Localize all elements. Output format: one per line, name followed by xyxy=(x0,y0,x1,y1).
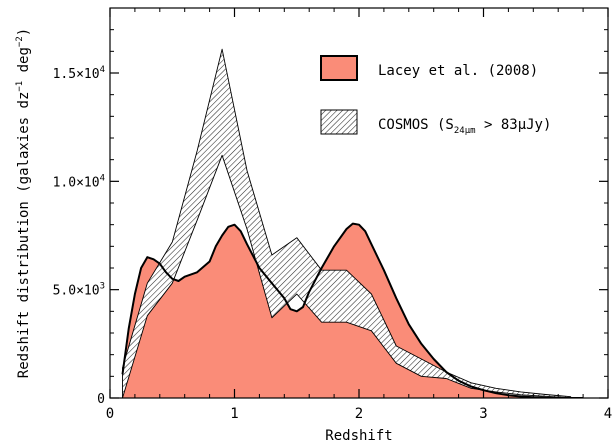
legend-label-cosmos-sub: 24μm xyxy=(454,126,476,136)
y-axis-label-sup1: −1 xyxy=(15,81,25,92)
y-tick-mantissa: 1.0×10 xyxy=(53,175,100,190)
legend-label-lacey: Lacey et al. (2008) xyxy=(378,63,538,79)
y-tick-mantissa: 5.0×10 xyxy=(53,284,100,299)
y-axis-label-end: ) xyxy=(16,28,32,36)
x-tick-label: 2 xyxy=(355,406,363,422)
series-layer xyxy=(121,48,584,398)
y-tick-exponent: 4 xyxy=(100,173,105,183)
legend-swatch-lacey xyxy=(320,55,358,81)
x-tick-label: 1 xyxy=(230,406,238,422)
legend-label-cosmos-main: COSMOS (S xyxy=(378,117,454,133)
x-tick-label: 3 xyxy=(479,406,487,422)
series-lacey-line xyxy=(121,222,584,398)
y-tick-exponent: 3 xyxy=(100,282,105,292)
legend: Lacey et al. (2008) COSMOS (S24μm > 83μJ… xyxy=(320,55,551,136)
y-tick-label: 5.0×103 xyxy=(53,282,105,299)
legend-label-cosmos-end: > 83μJy) xyxy=(476,117,552,133)
y-tick-label: 1.5×104 xyxy=(53,65,105,82)
y-tick-mantissa: 0 xyxy=(97,392,105,407)
y-tick-label: 0 xyxy=(97,392,105,407)
legend-label-cosmos: COSMOS (S24μm > 83μJy) xyxy=(378,117,551,136)
x-axis-label: Redshift xyxy=(325,428,392,444)
y-tick-label: 1.0×104 xyxy=(53,173,105,190)
x-tick-label: 4 xyxy=(604,406,612,422)
y-axis-label-main: Redshift distribution (galaxies dz xyxy=(16,92,32,379)
y-axis-label-sup2: −2 xyxy=(15,36,25,47)
y-axis-label: Redshift distribution (galaxies dz−1 deg… xyxy=(15,28,32,378)
y-tick-exponent: 4 xyxy=(100,65,105,75)
legend-swatch-cosmos xyxy=(320,109,358,135)
y-tick-mantissa: 1.5×10 xyxy=(53,67,100,82)
x-tick-label: 0 xyxy=(106,406,114,422)
y-axis-label-mid: deg xyxy=(16,47,32,81)
